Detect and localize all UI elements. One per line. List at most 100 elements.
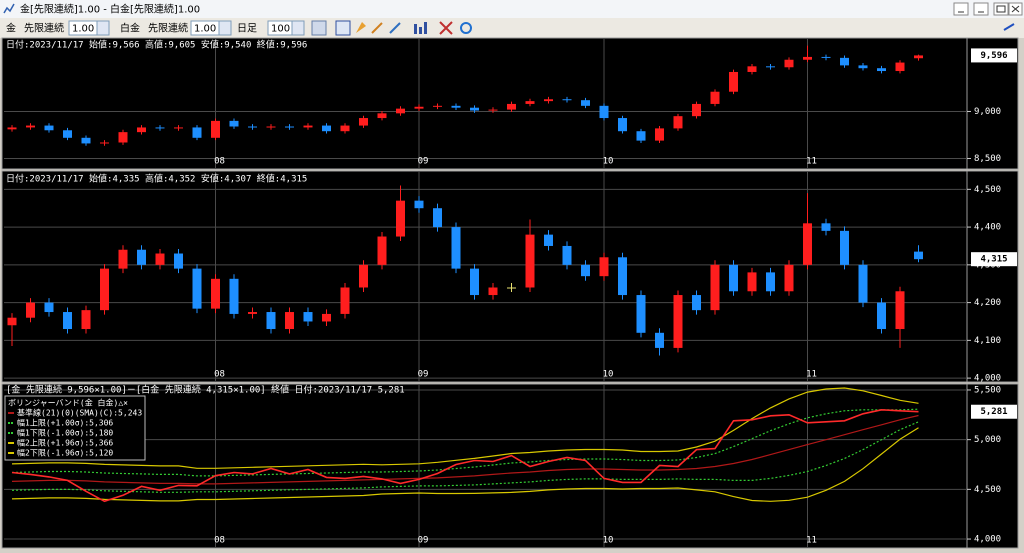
candle-body: [895, 62, 905, 72]
last-price-label: 5,281: [980, 407, 1007, 417]
x-tick-label: 08: [214, 536, 225, 546]
candle-body: [63, 312, 72, 330]
candle-body: [155, 127, 165, 129]
tool-button[interactable]: [335, 20, 351, 36]
y-tick-label: 5,000: [974, 435, 1001, 445]
candle-body: [340, 125, 350, 132]
candle-body: [81, 137, 91, 144]
series-line: [11, 421, 919, 493]
y-tick-label: 9,000: [974, 107, 1001, 117]
candle-body: [229, 278, 239, 314]
legend-entry: 幅2下限(-1.96σ):5,120: [17, 448, 113, 458]
candle-body: [747, 66, 757, 72]
window-controls[interactable]: [953, 2, 1023, 16]
panel-header: [金 先限連続 9,596×1.00]－[白金 先限連続 4,315×1.00]…: [6, 384, 405, 396]
x-tick-label: 11: [806, 536, 817, 546]
candle-body: [266, 312, 276, 330]
tool-button[interactable]: [460, 22, 472, 34]
last-price-box: [971, 48, 1017, 63]
candle-body: [784, 59, 794, 68]
x-tick-label: 09: [418, 536, 429, 546]
legend-entry: 幅1下限(-1.00σ):5,180: [17, 428, 113, 438]
maximize-button[interactable]: [993, 2, 1009, 16]
candle-body: [562, 245, 572, 265]
candle-body: [507, 287, 516, 289]
dropdown-button[interactable]: [96, 20, 110, 36]
tool-button[interactable]: [311, 20, 327, 36]
y-tick-label: 5,500: [974, 385, 1001, 395]
x-tick-label: 11: [806, 370, 817, 380]
tool-button[interactable]: [419, 27, 422, 34]
candle-body: [729, 264, 738, 292]
x-tick-label: 10: [603, 157, 614, 167]
restore-button[interactable]: [953, 2, 969, 16]
candle-body: [285, 126, 294, 128]
candle-body: [803, 56, 812, 60]
candle-body: [914, 251, 923, 260]
candle-body: [174, 127, 183, 129]
candle-body: [44, 302, 54, 313]
tool-button[interactable]: [424, 22, 427, 34]
contract-label: 先限連続: [24, 22, 64, 35]
candle-body: [100, 268, 109, 311]
candle-body: [747, 272, 757, 292]
legend-entry: 基準線(21)(0)(SMA)(C):5,243: [17, 408, 142, 418]
candle-body: [544, 234, 553, 246]
candle-body: [488, 109, 498, 111]
tool-icons[interactable]: [311, 20, 1015, 36]
last-price-box: [971, 252, 1017, 267]
candle-body: [451, 105, 461, 108]
x-tick-label: 10: [603, 370, 614, 380]
candle-body: [211, 278, 220, 309]
app-icon: [3, 3, 15, 14]
tool-button[interactable]: [414, 24, 417, 34]
last-price-label: 4,315: [980, 255, 1007, 265]
minimize-button[interactable]: [973, 2, 989, 16]
tool-button[interactable]: [371, 22, 383, 34]
y-tick-label: 8,500: [974, 154, 1001, 164]
candle-body: [174, 253, 183, 269]
candle-body: [7, 127, 17, 130]
candle-body: [377, 113, 387, 119]
candle-body: [192, 127, 202, 138]
candle-body: [636, 295, 646, 333]
candle-body: [599, 105, 609, 119]
series-line: [11, 408, 919, 477]
dropdown-button[interactable]: [218, 20, 232, 36]
tool-button[interactable]: [389, 22, 401, 34]
candle-body: [414, 106, 424, 109]
legend-box: [4, 395, 146, 461]
candle-body: [877, 68, 886, 72]
candle-body: [377, 236, 387, 265]
legend-entry: 幅1上限(+1.00σ):5,306: [17, 418, 113, 428]
series-line: [11, 408, 919, 503]
tool-button[interactable]: [356, 22, 366, 33]
candle-body: [673, 295, 683, 348]
candle-body: [655, 128, 664, 141]
dropdown-button[interactable]: [291, 20, 305, 36]
candle-body: [303, 125, 313, 128]
legend-title: ボリンジャーバンド(金 白金)△×: [8, 398, 128, 408]
symbol-label: 白金: [120, 22, 140, 35]
candle-body: [359, 118, 368, 126]
candle-body: [710, 91, 720, 104]
candle-body: [840, 57, 849, 66]
candle-body: [155, 253, 165, 265]
y-tick-label: 4,400: [974, 223, 1001, 233]
candle-body: [63, 130, 72, 138]
legend: ボリンジャーバンド(金 白金)△×基準線(21)(0)(SMA)(C):5,24…: [4, 395, 146, 461]
panel-background: [1, 170, 1019, 383]
candle-body: [470, 107, 479, 111]
candle-body: [26, 302, 35, 318]
count-value: 100: [271, 24, 290, 35]
settings-button[interactable]: [1003, 23, 1015, 31]
last-price-box: [971, 404, 1017, 419]
candle-body: [858, 264, 868, 303]
candle-body: [636, 131, 646, 141]
candle-body: [248, 312, 257, 314]
last-price-label: 9,596: [980, 51, 1007, 61]
candle-body: [562, 99, 572, 101]
candle-body: [285, 312, 294, 330]
tool-button[interactable]: [439, 21, 453, 35]
